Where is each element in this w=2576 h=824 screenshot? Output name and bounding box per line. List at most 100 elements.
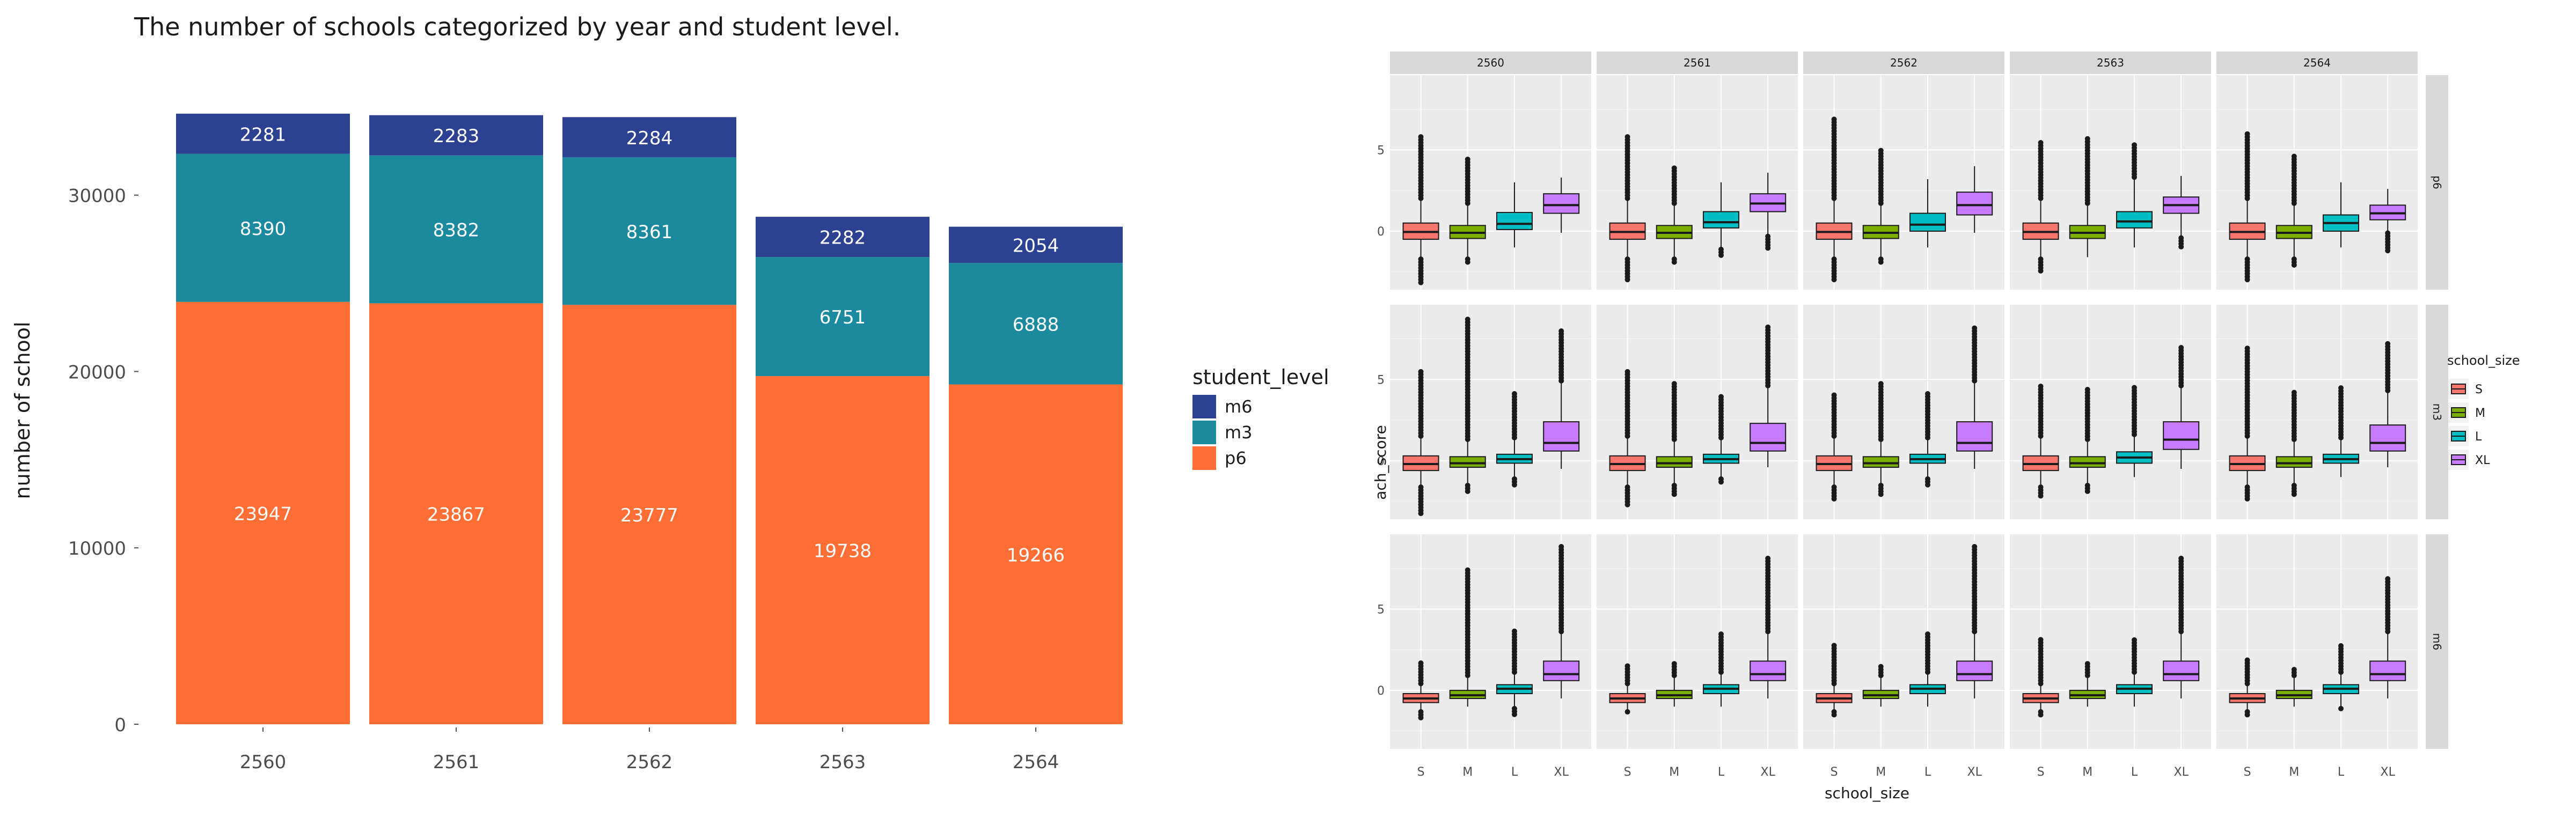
y-tick-label: 0	[1377, 455, 1385, 468]
outlier-point	[1831, 496, 1837, 502]
outlier-point	[2291, 667, 2297, 673]
outlier-point	[2244, 277, 2250, 283]
x-tick-label: L	[1718, 766, 1725, 779]
x-tick-label: M	[2289, 766, 2299, 779]
bar-segment-p6	[949, 384, 1123, 724]
box-M	[1656, 456, 1693, 468]
outlier-point	[1924, 391, 1930, 397]
legend-label-XL: XL	[2475, 454, 2490, 467]
data-label-m3: 8390	[240, 218, 287, 240]
outlier-point	[1831, 392, 1837, 398]
outlier-point	[1465, 259, 1470, 265]
box-XL	[1750, 423, 1787, 452]
facet-panel	[1803, 75, 2004, 290]
box-XL	[1750, 660, 1787, 681]
data-label-p6: 23867	[427, 504, 485, 526]
bar-segment-m3	[369, 155, 543, 304]
outlier-point	[1511, 628, 1517, 634]
outlier-point	[1558, 544, 1564, 550]
outlier-point	[1511, 391, 1517, 397]
outlier-point	[1624, 134, 1630, 140]
x-tick-label: L	[2131, 766, 2138, 779]
bar-segment-p6	[369, 303, 543, 724]
facet-strip-label: p6	[2431, 175, 2443, 189]
facet-panels: 2560 2561 2562 2563 2564 p6 0 5 m3 0 5 m6 0 5 S M L XL S M L…	[1377, 52, 2448, 779]
y-tick-label: 5	[1377, 144, 1385, 157]
box-XL	[1543, 421, 1580, 452]
facet-strip-top	[1390, 52, 1591, 74]
facet-panel	[2010, 534, 2211, 749]
x-axis-label: school_size	[1825, 784, 1909, 802]
legend-label-m6: m6	[1225, 396, 1253, 417]
legend-swatch-m6	[1192, 395, 1216, 418]
legend-label-S: S	[2475, 383, 2483, 396]
outlier-point	[1765, 324, 1771, 330]
bar-segment-m6	[176, 113, 350, 154]
outlier-point	[1972, 325, 1978, 331]
legend-swatch-p6	[1192, 446, 1216, 470]
box-M	[2275, 456, 2312, 468]
facet-panel	[1597, 75, 1798, 290]
outlier-point	[1671, 491, 1677, 497]
facet-panel	[1597, 534, 1798, 749]
facet-panel	[1803, 305, 2004, 519]
outlier-point	[2178, 555, 2184, 561]
data-label-p6: 23947	[234, 503, 292, 525]
outlier-point	[1418, 715, 1424, 720]
y-axis-label: ach_score	[1374, 425, 1389, 500]
facet-strip-label: m6	[2431, 633, 2443, 650]
bar-segment-m6	[369, 115, 543, 156]
outlier-point	[1624, 663, 1630, 669]
bar-segment-m3	[176, 153, 350, 302]
outlier-point	[2038, 637, 2044, 643]
x-tick-label: XL	[2381, 766, 2396, 779]
facet-strip-top	[2216, 52, 2418, 74]
y-tick-label: 20000	[68, 362, 126, 383]
facet-panel	[1390, 534, 1591, 749]
x-tick-label: S	[2037, 766, 2045, 779]
data-label-m6: 2284	[626, 128, 673, 149]
facet-panel	[2216, 305, 2418, 519]
x-tick-label: L	[1511, 766, 1518, 779]
box-XL	[1543, 660, 1580, 681]
facet-panel	[1390, 75, 1591, 290]
outlier-point	[1878, 664, 1884, 670]
bar-segment-m6	[562, 117, 736, 158]
box-M	[1862, 456, 1899, 468]
x-tick-label: M	[1462, 766, 1473, 779]
x-tick-label: 2561	[433, 752, 480, 773]
data-label-m6: 2054	[1013, 235, 1059, 256]
outlier-point	[2338, 643, 2344, 649]
outlier-point	[2385, 248, 2391, 254]
y-tick-label: 0	[114, 715, 126, 736]
legend-label-L: L	[2475, 430, 2482, 444]
facet-strip-top	[1597, 52, 1798, 74]
outlier-point	[1465, 156, 1470, 162]
chart-title: The number of schools categorized by yea…	[134, 12, 901, 41]
bar-segment-m6	[949, 226, 1123, 263]
outlier-point	[2178, 345, 2184, 350]
outlier-point	[2084, 387, 2090, 393]
box-XL	[2163, 421, 2200, 450]
outlier-point	[1418, 660, 1424, 666]
facet-strip-label: m3	[2431, 403, 2443, 421]
x-tick-label: L	[2338, 766, 2345, 779]
data-label-m3: 8361	[626, 222, 673, 243]
bar-segment-m3	[562, 157, 736, 305]
y-tick-label: 30000	[68, 186, 126, 207]
outlier-point	[1671, 259, 1677, 265]
outlier-point	[2338, 705, 2344, 711]
outlier-point	[1718, 631, 1724, 637]
x-tick-label: S	[1831, 766, 1838, 779]
x-tick-label: 2563	[819, 752, 866, 773]
outlier-point	[1765, 245, 1771, 251]
legend-title: student_level	[1192, 365, 1329, 389]
y-axis-label: number of school	[11, 322, 34, 499]
outlier-point	[1418, 134, 1424, 140]
x-tick-label: 2560	[240, 752, 287, 773]
outlier-point	[2131, 385, 2137, 391]
outlier-point	[1624, 709, 1630, 715]
outlier-point	[1924, 631, 1930, 637]
facet-panel	[2010, 75, 2211, 290]
